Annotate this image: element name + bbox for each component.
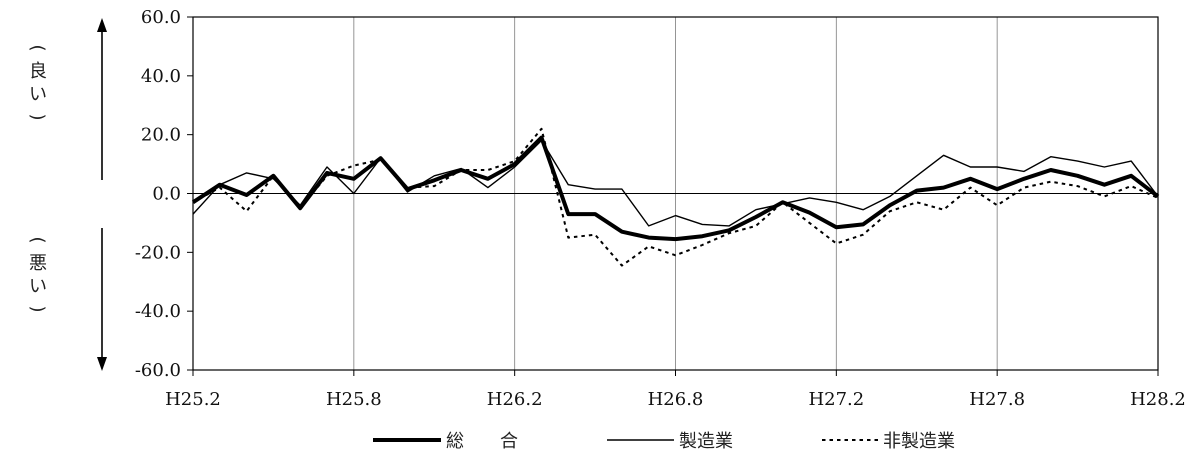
x-tick-label: H27.2 [808,389,864,410]
y-tick-label: 20.0 [141,125,181,146]
x-tick-label: H26.8 [648,389,704,410]
side-labels: (良い)(悪い) [27,44,48,312]
legend: 総 合 製造業 非製造業 [373,431,955,452]
x-tick-label: H25.8 [326,389,382,410]
x-axis-ticks: H25.2 H25.8 H26.2 H26.8 H27.2 H27.8 H28.2 [165,370,1186,410]
upper-side-label-char: い [29,84,47,105]
y-tick-label: 0.0 [152,184,181,205]
y-axis-ticks: 60.0 40.0 20.0 0.0 -20.0 -40.0 -60.0 [135,7,193,381]
legend-label-3: 非製造業 [883,431,955,452]
down-arrow-icon [97,357,107,371]
series-lines [191,127,1160,267]
x-tick-label: H25.2 [165,389,221,410]
y-tick-label: -20.0 [135,242,181,263]
up-arrow-icon [97,18,107,32]
lower-side-label-char: 悪 [29,253,47,274]
series-line-3 [192,127,1159,267]
y-tick-label: -60.0 [135,360,181,381]
y-tick-label: 60.0 [141,7,181,28]
series-line-1 [191,135,1160,242]
x-tick-label: H27.8 [969,389,1025,410]
x-tick-label: H26.2 [487,389,543,410]
y-tick-label: 40.0 [141,66,181,87]
lower-side-label-char: い [29,276,47,297]
y-direction-arrows [97,18,107,371]
x-tick-label: H28.2 [1130,389,1186,410]
upper-side-label-char: ( [27,44,48,51]
upper-side-label: ( 良い) [27,44,48,120]
lower-side-label-char: ( [27,236,48,243]
lower-side-label: ( 悪い) [27,236,48,312]
upper-side-label-char: ) [27,113,48,120]
lower-side-label-char: ) [27,305,48,312]
legend-label-1: 総 合 [446,431,518,452]
upper-side-label-char: 良 [29,61,47,82]
series-line-2 [192,139,1159,227]
legend-label-2: 製造業 [679,431,733,452]
y-tick-label: -40.0 [135,301,181,322]
